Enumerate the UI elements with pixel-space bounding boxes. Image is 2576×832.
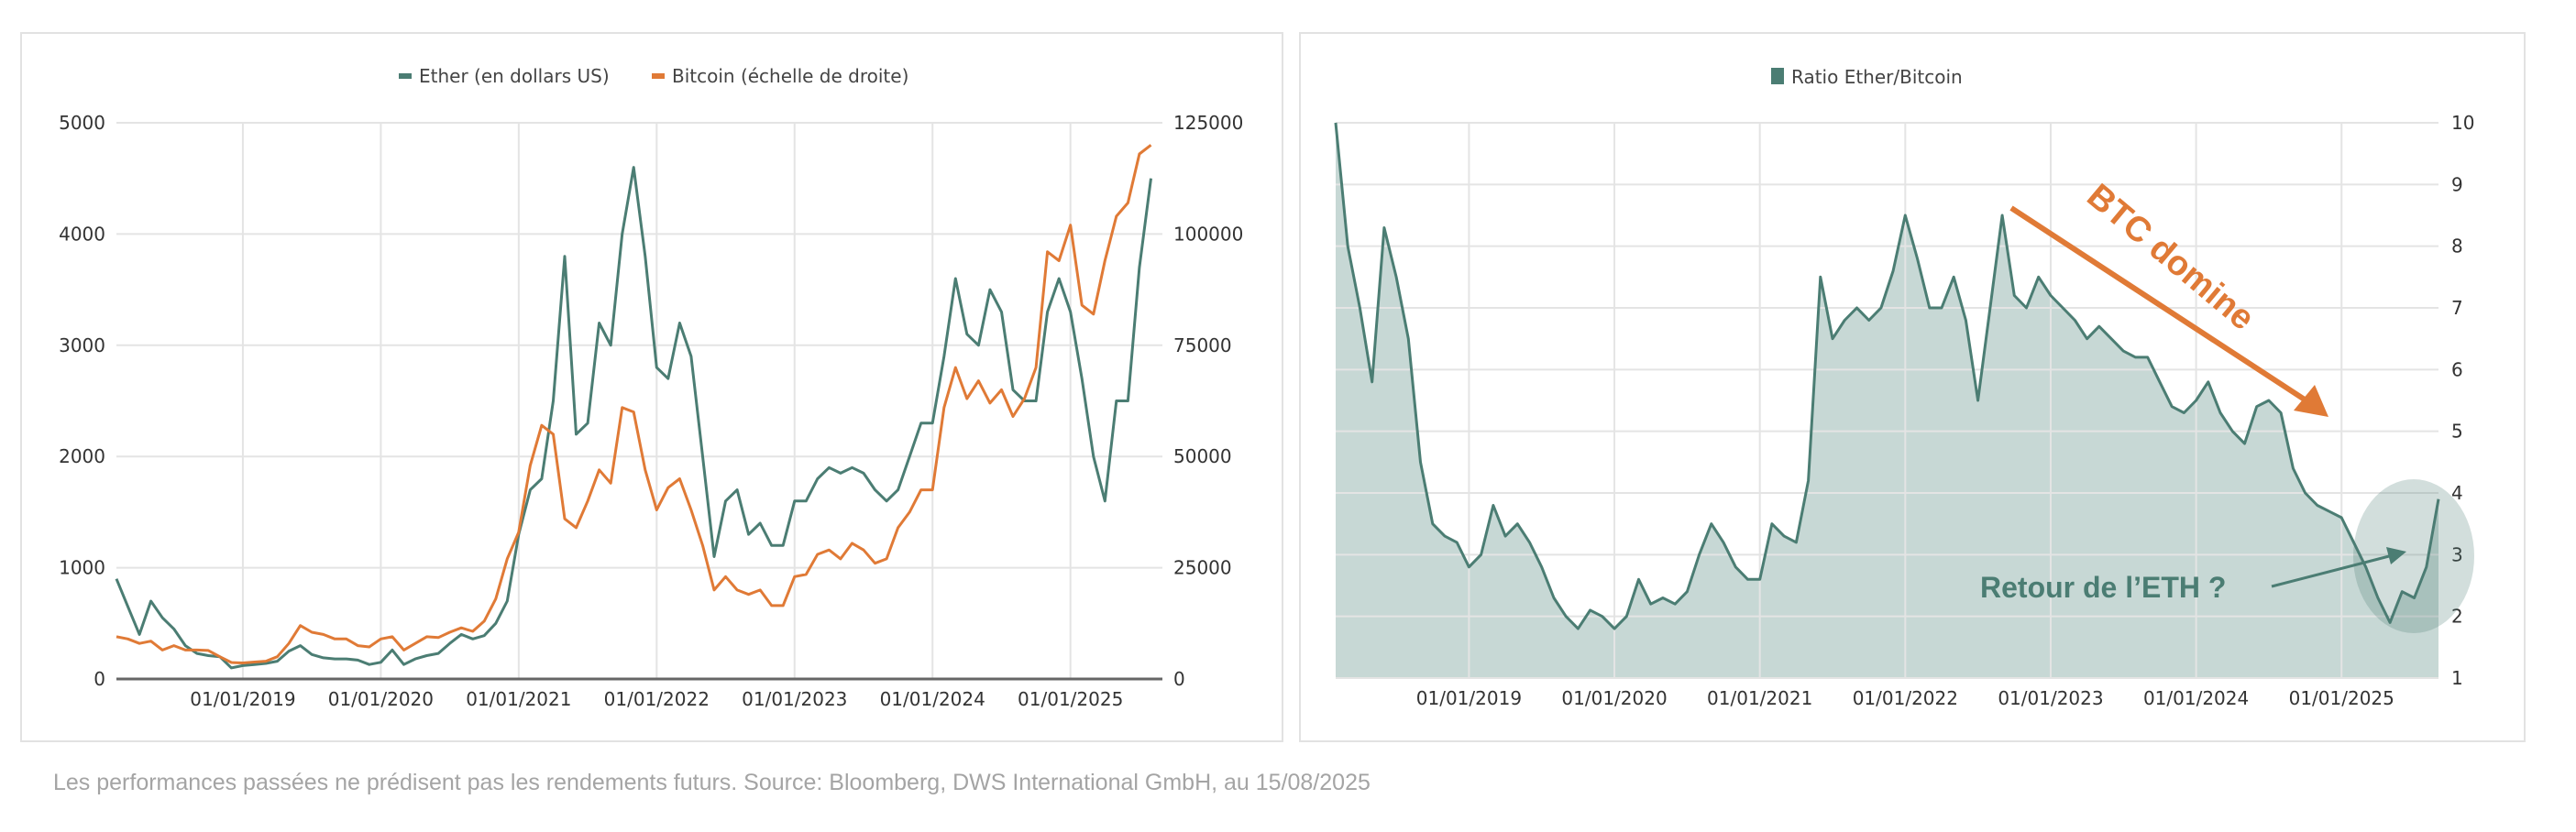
x-tick-label: 01/01/2019 <box>190 688 295 710</box>
y-right-tick-label: 100000 <box>1173 223 1243 245</box>
x-tick-label: 01/01/2025 <box>1018 688 1123 710</box>
y-right-tick-label: 5 <box>2451 421 2463 443</box>
y-right-tick-label: 125000 <box>1173 112 1243 134</box>
y-left-tick-label: 1000 <box>59 557 105 579</box>
y-right-tick-label: 10 <box>2451 112 2474 134</box>
y-left-tick-label: 2000 <box>59 445 105 467</box>
y-left-tick-label: 5000 <box>59 112 105 134</box>
x-tick-label: 01/01/2025 <box>2289 687 2394 709</box>
y-right-tick-label: 2 <box>2451 606 2463 628</box>
x-tick-label: 01/01/2022 <box>604 688 710 710</box>
legend-label-bitcoin: Bitcoin (échelle de droite) <box>672 65 908 87</box>
y-right-tick-label: 4 <box>2451 482 2463 504</box>
y-right-tick-label: 0 <box>1173 668 1185 690</box>
x-tick-label: 01/01/2024 <box>880 688 985 710</box>
y-right-tick-label: 50000 <box>1173 445 1232 467</box>
y-right-tick-label: 3 <box>2451 543 2463 565</box>
x-tick-label: 01/01/2021 <box>1707 687 1812 709</box>
y-right-tick-label: 7 <box>2451 297 2463 319</box>
ratio-area <box>1336 123 2438 678</box>
btc-dominance-arrow <box>2009 205 2312 406</box>
y-right-tick-label: 6 <box>2451 358 2463 380</box>
price-chart-panel <box>20 32 1283 742</box>
x-tick-label: 01/01/2023 <box>1998 687 2103 709</box>
annotation-retour-eth: Retour de l’ETH ? <box>1980 571 2226 604</box>
legend-swatch-bitcoin <box>652 73 665 79</box>
legend-label-ratio: Ratio Ether/Bitcoin <box>1791 66 1963 88</box>
eth-return-highlight <box>2353 479 2474 633</box>
eth-return-arrow <box>2271 553 2394 588</box>
y-left-tick-label: 4000 <box>59 223 105 245</box>
bitcoin-line <box>116 144 1152 664</box>
x-tick-label: 01/01/2023 <box>742 688 847 710</box>
y-left-tick-label: 3000 <box>59 334 105 356</box>
x-tick-label: 01/01/2022 <box>1853 687 1958 709</box>
legend-label-ether: Ether (en dollars US) <box>419 65 610 87</box>
legend-swatch-ether <box>399 73 412 79</box>
ether-line <box>115 166 1152 670</box>
btc-dominance-arrowhead <box>2294 385 2328 417</box>
x-tick-label: 01/01/2020 <box>328 688 434 710</box>
y-left-tick-label: 0 <box>94 668 105 690</box>
y-right-tick-label: 75000 <box>1173 334 1232 356</box>
x-tick-label: 01/01/2020 <box>1561 687 1667 709</box>
y-right-tick-label: 1 <box>2451 667 2463 689</box>
eth-return-arrowhead <box>2386 547 2406 564</box>
y-right-tick-label: 25000 <box>1173 557 1232 579</box>
x-tick-label: 01/01/2021 <box>466 688 571 710</box>
x-tick-label: 01/01/2019 <box>1416 687 1522 709</box>
x-tick-label: 01/01/2024 <box>2143 687 2249 709</box>
y-right-tick-label: 9 <box>2451 173 2463 195</box>
y-right-tick-label: 8 <box>2451 235 2463 257</box>
ratio-line <box>1334 122 2440 630</box>
legend-swatch-ratio <box>1771 68 1784 84</box>
source-footnote: Les performances passées ne prédisent pa… <box>53 770 1371 795</box>
